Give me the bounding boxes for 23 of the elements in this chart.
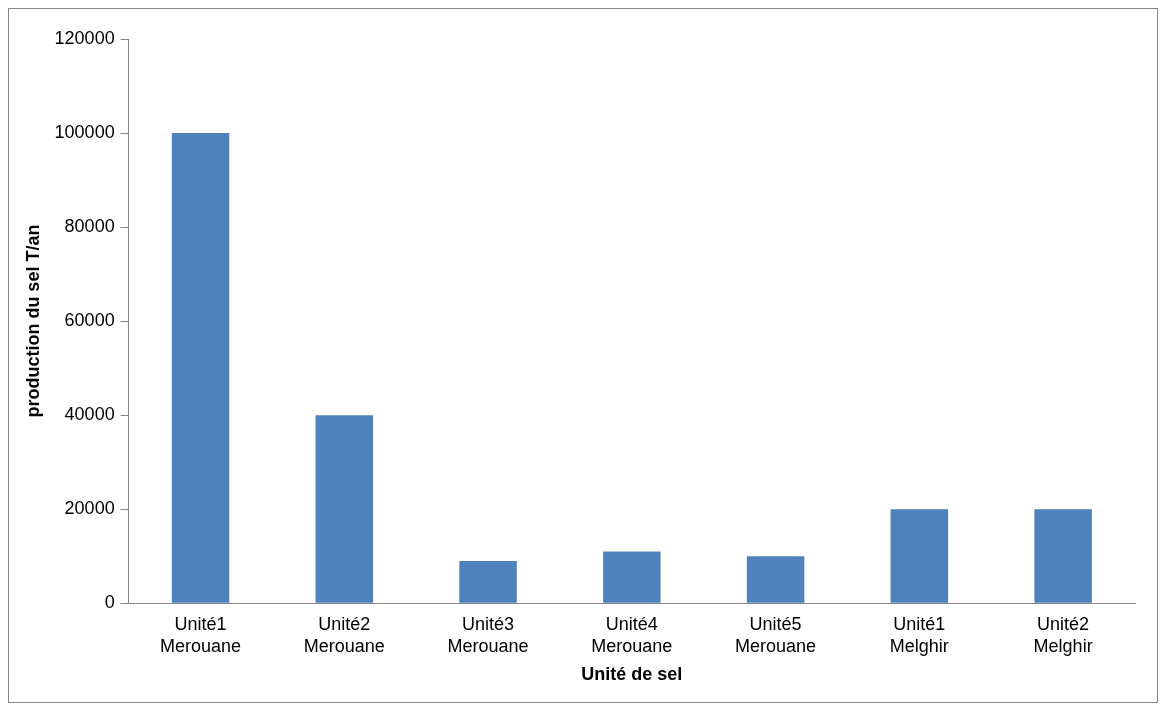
y-tick-label: 40000 — [64, 404, 115, 425]
x-tick-label: Unité5 Merouane — [735, 613, 817, 656]
y-tick-label: 20000 — [64, 498, 115, 519]
y-axis-title: production du sel T/an — [22, 224, 43, 418]
bar — [315, 415, 374, 603]
bar — [890, 509, 949, 603]
bar — [1034, 509, 1092, 603]
bar — [459, 560, 517, 603]
bar — [746, 556, 805, 603]
x-tick-label: Unité2 Merouane — [303, 613, 385, 656]
x-tick-label: Unité3 Merouane — [447, 613, 529, 656]
x-tick-label: Unité1 Melghir — [889, 613, 949, 656]
x-tick-label: Unité4 Merouane — [591, 613, 673, 656]
x-tick-label: Unité2 Melghir — [1033, 613, 1093, 656]
y-tick-label: 120000 — [54, 27, 115, 48]
x-tick-label: Unité1 Merouane — [160, 613, 242, 656]
x-axis-title: Unité de sel — [581, 664, 683, 685]
y-tick-label: 80000 — [64, 216, 115, 237]
y-tick-label: 100000 — [54, 122, 115, 142]
bar — [603, 551, 661, 603]
y-tick-label: 60000 — [64, 310, 115, 331]
bar — [171, 133, 230, 603]
y-tick-label: 0 — [104, 592, 115, 613]
